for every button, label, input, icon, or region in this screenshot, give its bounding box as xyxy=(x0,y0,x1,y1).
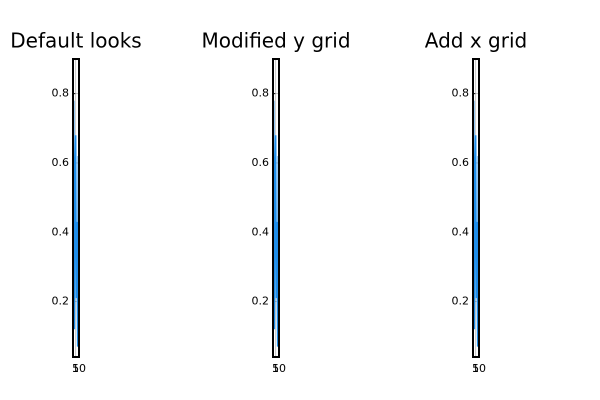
y-tick-label: 0.6 xyxy=(52,156,70,169)
y-tick-label: 0.4 xyxy=(452,225,470,238)
chart-title: Modified y grid xyxy=(201,29,350,53)
x-tick-label: 10 xyxy=(272,362,286,375)
y-tick-label: 0.2 xyxy=(452,295,470,308)
x-tick-label: 10 xyxy=(472,362,486,375)
y-tick-label: 0.8 xyxy=(252,87,270,100)
plot-frame xyxy=(472,58,480,358)
plot-frame xyxy=(72,58,80,358)
x-tick-label: 5 xyxy=(272,362,279,375)
y-tick-label: 0.6 xyxy=(252,156,270,169)
plot-frame xyxy=(272,58,280,358)
y-tick-label: 0.8 xyxy=(452,87,470,100)
x-tick-label: 5 xyxy=(72,362,79,375)
y-tick-label: 0.2 xyxy=(252,295,270,308)
chart-title: Add x grid xyxy=(425,29,527,53)
y-tick-label: 0.2 xyxy=(52,295,70,308)
chart-title: Default looks xyxy=(10,29,141,53)
y-tick-label: 0.8 xyxy=(52,87,70,100)
y-tick-label: 0.4 xyxy=(52,225,70,238)
x-tick-label: 10 xyxy=(72,362,86,375)
x-tick-label: 5 xyxy=(472,362,479,375)
y-tick-label: 0.6 xyxy=(452,156,470,169)
y-tick-label: 0.4 xyxy=(252,225,270,238)
